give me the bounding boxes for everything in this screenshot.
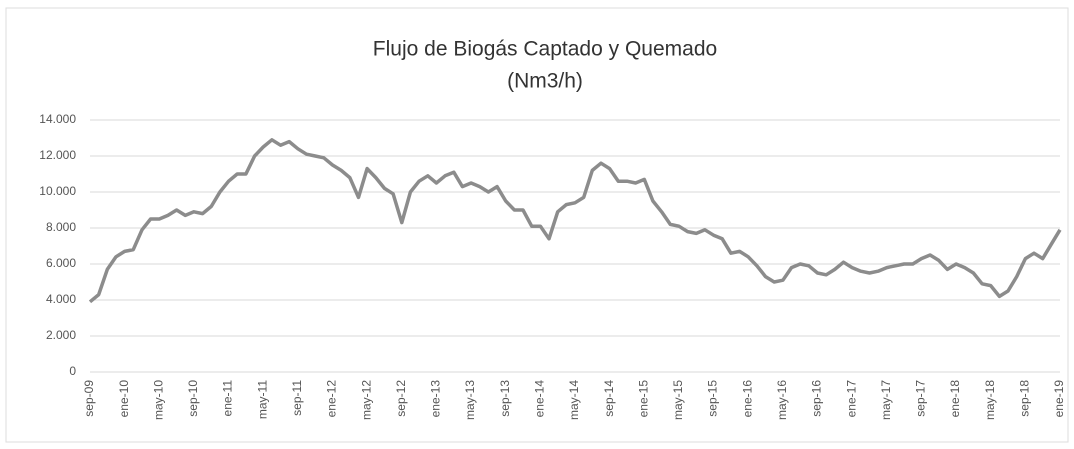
x-tick-label: sep-16	[810, 380, 824, 417]
x-tick-label: ene-15	[636, 380, 650, 418]
x-tick-label: ene-11	[221, 380, 235, 417]
y-tick-label: 8.000	[46, 220, 76, 234]
x-tick-label: sep-11	[290, 380, 304, 416]
x-tick-label: ene-10	[117, 380, 131, 418]
y-tick-label: 6.000	[46, 256, 76, 270]
x-tick-label: may-15	[671, 380, 685, 420]
x-tick-label: ene-19	[1052, 380, 1066, 418]
y-tick-label: 10.000	[39, 184, 76, 198]
x-tick-label: may-13	[463, 380, 477, 420]
x-tick-label: may-12	[359, 380, 373, 420]
x-tick-label: sep-13	[498, 380, 512, 417]
x-tick-label: sep-17	[914, 380, 928, 417]
x-tick-label: may-14	[567, 380, 581, 420]
x-tick-label: ene-12	[325, 380, 339, 418]
x-tick-label: ene-17	[844, 380, 858, 418]
data-line	[88, 138, 1062, 304]
x-tick-label: sep-14	[602, 380, 616, 417]
chart-title: Flujo de Biogás Captado y Quemado	[373, 38, 717, 61]
x-tick-label: may-16	[775, 380, 789, 420]
y-tick-label: 4.000	[46, 292, 76, 306]
x-tick-label: ene-13	[429, 380, 443, 418]
x-tick-label: may-10	[151, 380, 165, 420]
chart-subtitle: (Nm3/h)	[507, 70, 583, 93]
x-tick-label: sep-10	[186, 380, 200, 417]
x-tick-label: sep-18	[1018, 380, 1032, 417]
y-tick-label: 0	[69, 364, 76, 378]
x-tick-label: ene-16	[740, 380, 754, 418]
x-tick-label: ene-14	[533, 380, 547, 418]
x-tick-label: sep-09	[82, 380, 96, 417]
x-tick-label: ene-18	[948, 380, 962, 418]
x-tick-label: sep-15	[706, 380, 720, 417]
y-tick-label: 14.000	[39, 112, 76, 126]
y-tick-label: 2.000	[46, 328, 76, 342]
x-tick-label: may-18	[983, 380, 997, 420]
x-tick-label: sep-12	[394, 380, 408, 417]
x-tick-label: may-17	[879, 380, 893, 420]
x-tick-label: may-11	[255, 380, 269, 419]
y-tick-label: 12.000	[39, 148, 76, 162]
